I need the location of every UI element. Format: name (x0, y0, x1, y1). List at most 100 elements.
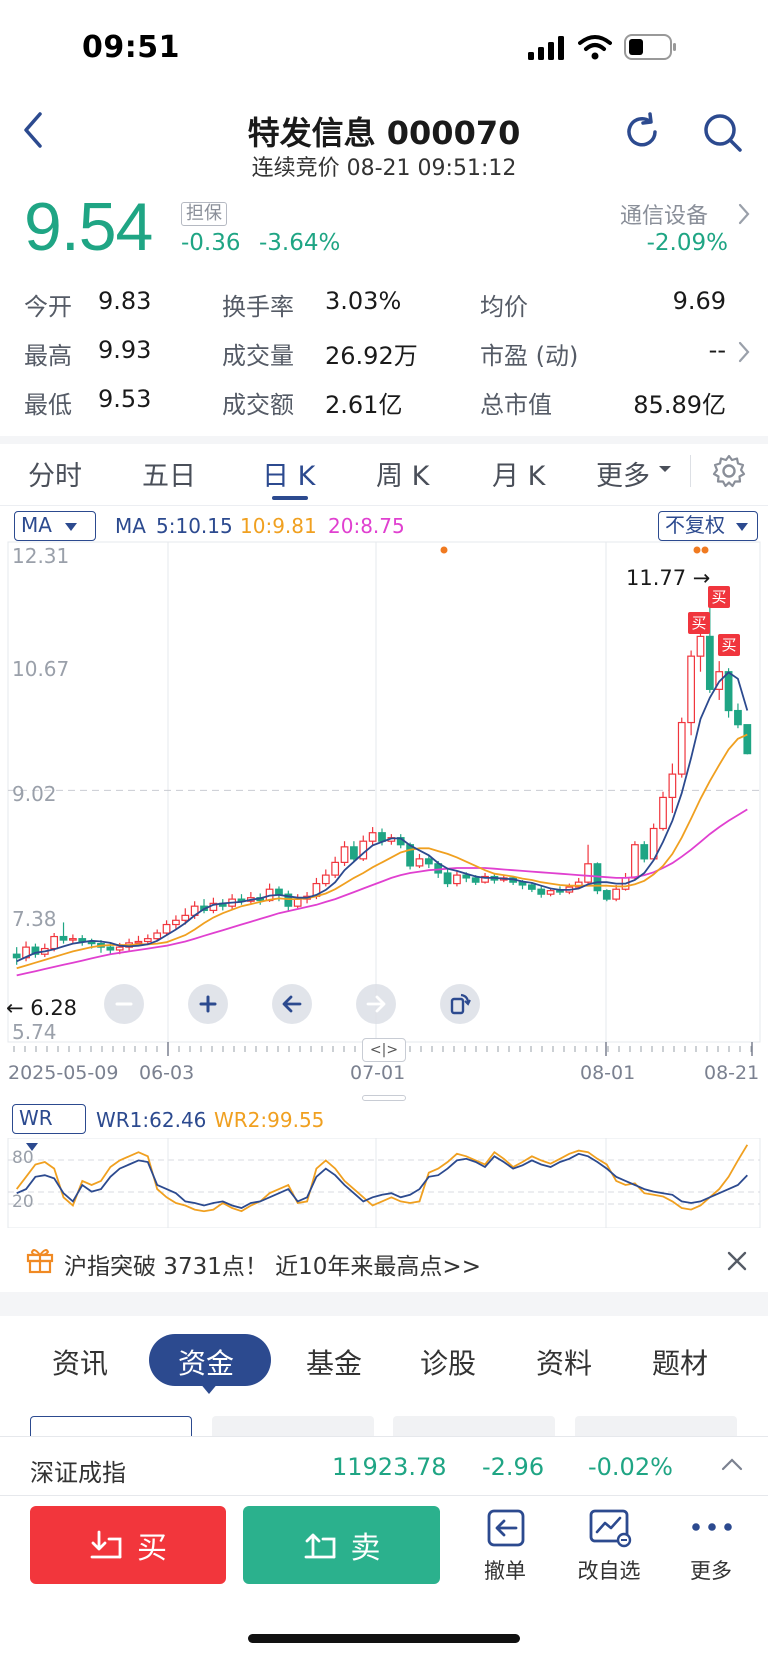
info-tab-diagnosis[interactable]: 诊股 (420, 1347, 477, 1380)
ma-selector[interactable]: MA (14, 511, 96, 541)
candle-body (734, 709, 742, 726)
rotate-button[interactable] (440, 984, 480, 1024)
cancel-order-label: 撤单 (484, 1559, 526, 1583)
sub-tab[interactable] (30, 1416, 192, 1446)
adjust-selector[interactable]: 不复权 (658, 511, 758, 541)
y-tick-label: 5.74 (12, 1020, 57, 1044)
stock-title: 特发信息 000070 (247, 114, 521, 152)
tab-intraday[interactable]: 分时 (28, 461, 82, 492)
stat-label-turnover: 换手率 (222, 293, 294, 321)
kline-chart[interactable] (0, 540, 768, 1060)
margin-badge: 担保 (181, 202, 227, 226)
index-change: -2.96 (482, 1453, 545, 1481)
tab-more[interactable]: 更多 (596, 461, 650, 492)
stat-value-amount: 2.61亿 (325, 391, 403, 419)
ma20-value: 20:8.75 (328, 514, 405, 538)
panel-resize-handle[interactable] (362, 1095, 406, 1101)
candle-body (331, 861, 340, 876)
candle-body (443, 872, 452, 885)
notice-bar[interactable] (0, 1228, 768, 1292)
close-icon[interactable] (726, 1250, 748, 1272)
candle-body (172, 919, 180, 926)
stat-label-pe[interactable]: 市盈 (动) (480, 342, 579, 370)
stat-label-market-cap: 总市值 (480, 391, 552, 419)
notice-text[interactable]: 沪指突破 3731点！ 近10年来最高点>> (64, 1254, 481, 1280)
chevron-right-icon[interactable] (736, 340, 752, 364)
tab-weekly-k[interactable]: 周 K (376, 461, 430, 492)
candle (415, 853, 424, 869)
zoom-in-icon (199, 995, 217, 1013)
zoom-in-button[interactable] (188, 984, 228, 1024)
wr-selector[interactable]: WR (12, 1104, 86, 1151)
sector-name[interactable]: 通信设备 (619, 204, 708, 229)
candle (453, 870, 461, 887)
info-tab-funds-flow[interactable]: 资金 (178, 1347, 235, 1380)
candle (668, 763, 677, 813)
info-tab-profile[interactable]: 资料 (536, 1347, 593, 1380)
candle-body (50, 935, 59, 950)
pan-left-button[interactable] (272, 984, 312, 1024)
zoom-out-button[interactable] (104, 984, 144, 1024)
candle-body (69, 938, 77, 941)
candle-body (584, 863, 592, 883)
chevron-right-icon[interactable] (736, 202, 752, 226)
trading-status: 连续竞价 08-21 09:51:12 (251, 156, 517, 181)
candle (350, 841, 358, 863)
tab-daily-k[interactable]: 日 K (262, 461, 316, 492)
refresh-icon[interactable] (622, 112, 662, 152)
candle (593, 862, 602, 895)
tab-monthly-k[interactable]: 月 K (492, 461, 546, 492)
candle (687, 650, 695, 736)
tab-five-day[interactable]: 五日 (142, 461, 196, 492)
range-drag-handle[interactable]: <|> (362, 1038, 406, 1062)
tabs-divider (0, 505, 768, 506)
adjust-selector-label: 不复权 (665, 513, 725, 537)
stat-label-open: 今开 (24, 293, 72, 321)
search-icon[interactable] (702, 112, 744, 154)
info-tab-theme[interactable]: 题材 (652, 1347, 709, 1380)
candle (284, 890, 293, 912)
pan-right-button[interactable] (356, 984, 396, 1024)
stat-value-pe[interactable]: -- (708, 336, 726, 364)
settings-gear-icon[interactable] (712, 454, 746, 488)
candle-body (705, 635, 714, 690)
chart-frame (7, 541, 761, 1043)
buy-marker[interactable]: 买 (688, 612, 710, 634)
stat-label-low: 最低 (24, 391, 72, 419)
buy-marker[interactable]: 买 (718, 634, 740, 656)
candle-body (743, 724, 752, 755)
max-price-value: 11.77 (626, 566, 687, 590)
caret-down-icon[interactable] (658, 464, 672, 474)
candle (162, 920, 171, 936)
info-tab-news[interactable]: 资讯 (52, 1347, 109, 1380)
edit-watchlist-icon (589, 1509, 632, 1548)
candle-body (546, 890, 555, 895)
candle (181, 908, 190, 925)
candle-body (284, 893, 293, 907)
info-tab-fund[interactable]: 基金 (306, 1347, 363, 1380)
x-tick-label: 06-03 (139, 1062, 195, 1084)
candle-body (378, 832, 386, 842)
event-dot (693, 546, 701, 554)
candle-body (631, 844, 639, 879)
sell-button[interactable]: 卖 (243, 1506, 440, 1584)
caret-down-icon (26, 1143, 38, 1151)
candle-body (340, 846, 349, 863)
wr-selector-label: WR (19, 1106, 53, 1130)
buy-button[interactable]: 买 (30, 1506, 226, 1584)
y-tick-label: 7.38 (12, 907, 57, 931)
back-icon[interactable] (20, 110, 46, 150)
ma10-value: 10:9.81 (240, 514, 317, 538)
candle-body (668, 773, 677, 799)
candle (321, 869, 330, 887)
candle-body (153, 932, 162, 940)
buy-marker[interactable]: 买 (708, 586, 730, 608)
ma10-line (16, 733, 748, 970)
index-bar[interactable] (0, 1436, 768, 1496)
wr-chart[interactable] (0, 1138, 768, 1228)
x-tick-label: 08-21 (704, 1062, 760, 1084)
candle-body (115, 946, 124, 951)
chevron-up-icon[interactable] (720, 1456, 744, 1472)
candle-body (368, 832, 377, 842)
candle (246, 892, 255, 904)
